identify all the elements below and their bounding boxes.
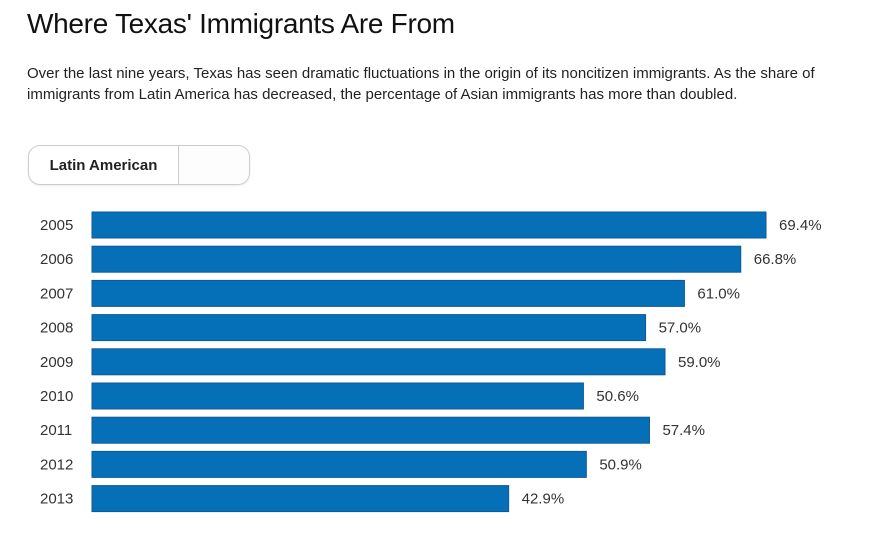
value-label: 59.0% xyxy=(678,354,721,371)
value-label: 61.0% xyxy=(697,285,740,302)
year-label: 2007 xyxy=(40,285,73,302)
value-label: 57.4% xyxy=(662,422,705,439)
bar-2009 xyxy=(91,348,666,376)
bar-2006 xyxy=(91,245,742,273)
page-title: Where Texas' Immigrants Are From xyxy=(27,8,455,39)
bar-2005 xyxy=(91,211,767,239)
category-toggle[interactable]: Latin American xyxy=(28,145,250,185)
bar-2008 xyxy=(91,314,647,342)
bar-2010 xyxy=(91,382,584,410)
year-label: 2005 xyxy=(40,217,73,234)
value-label: 50.6% xyxy=(596,388,639,405)
year-label: 2009 xyxy=(40,354,73,371)
bar-2011 xyxy=(91,416,650,444)
value-label: 42.9% xyxy=(522,491,565,508)
description: Over the last nine years, Texas has seen… xyxy=(27,65,815,103)
year-label: 2012 xyxy=(40,456,73,473)
bar-2007 xyxy=(91,279,685,307)
bar-2012 xyxy=(91,450,587,478)
year-label: 2011 xyxy=(40,422,72,439)
year-label: 2006 xyxy=(40,251,73,268)
year-label: 2008 xyxy=(40,320,73,337)
value-label: 69.4% xyxy=(779,217,822,234)
value-label: 66.8% xyxy=(754,251,797,268)
value-label: 50.9% xyxy=(599,456,642,473)
year-label: 2010 xyxy=(40,388,73,405)
toggle-option-2[interactable] xyxy=(179,146,249,184)
bar-2013 xyxy=(91,485,510,513)
year-label: 2013 xyxy=(40,491,73,508)
toggle-latin-american[interactable]: Latin American xyxy=(29,146,179,184)
value-label: 57.0% xyxy=(659,320,702,337)
